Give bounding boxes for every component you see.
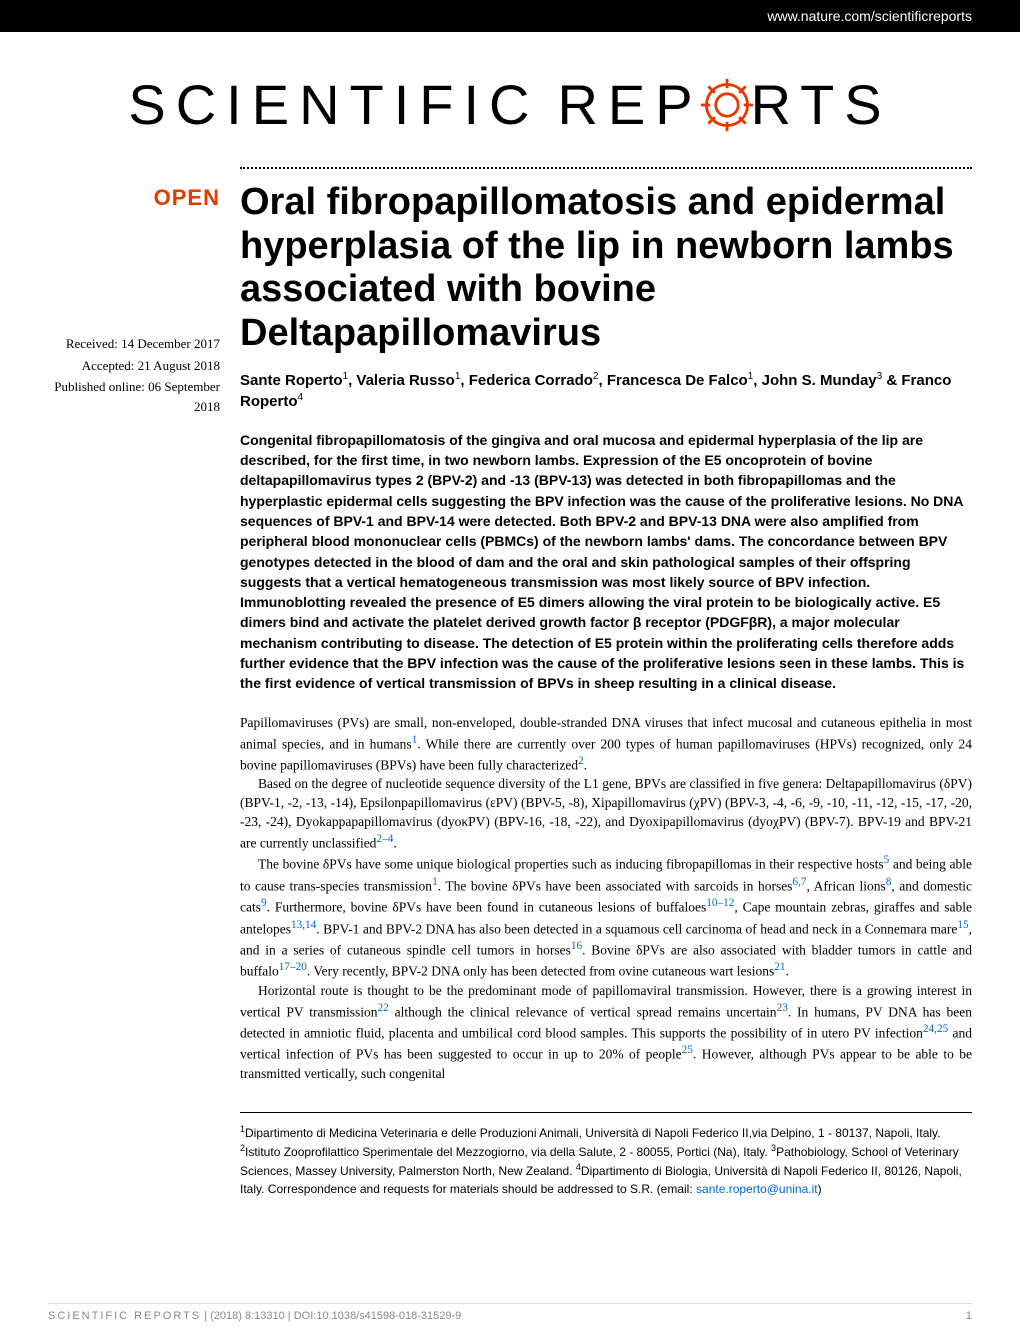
ref-link[interactable]: 10–12 [706,897,734,909]
ref-link[interactable]: 16 [571,940,582,952]
page-number: 1 [966,1310,972,1322]
logo-part3: RTS [751,72,892,137]
logo-part1: SCIENTIFIC [128,72,539,137]
ref-link[interactable]: 17–20 [279,961,307,973]
ref-link[interactable]: 25 [682,1044,693,1056]
journal-logo: SCIENTIFIC REP RTS [0,32,1020,167]
dotted-divider [240,167,972,169]
ref-link[interactable]: 23 [777,1002,788,1014]
gear-icon [699,77,755,133]
ref-link[interactable]: 22 [377,1002,388,1014]
open-access-badge: OPEN [48,181,220,214]
article-title: Oral fibropapillomatosis and epidermal h… [240,181,972,356]
published-date: Published online: 06 September 2018 [48,377,220,416]
logo-part2: REP [557,72,702,137]
ref-link[interactable]: 24,25 [923,1023,948,1035]
ref-link[interactable]: 15 [957,919,968,931]
page-footer: SCIENTIFIC REPORTS | (2018) 8:13310 | DO… [48,1303,972,1322]
received-date: Received: 14 December 2017 [48,334,220,354]
footer-citation: | (2018) 8:13310 | DOI:10.1038/s41598-01… [201,1310,461,1322]
ref-link[interactable]: 2 [578,755,584,767]
ref-link[interactable]: 21 [774,961,785,973]
body-text: Papillomaviruses (PVs) are small, non-en… [240,714,972,1084]
corresponding-email[interactable]: sante.roperto@unina.it [696,1182,818,1196]
accepted-date: Accepted: 21 August 2018 [48,356,220,376]
header-url[interactable]: www.nature.com/scientificreports [767,8,972,24]
main-article: Oral fibropapillomatosis and epidermal h… [240,181,972,1198]
footer-journal: SCIENTIFIC REPORTS [48,1310,201,1322]
ref-link[interactable]: 6,7 [792,876,806,888]
ref-link[interactable]: 13,14 [291,919,316,931]
ref-link[interactable]: 2–4 [376,833,393,845]
affiliations: 1Dipartimento di Medicina Veterinaria e … [240,1112,972,1199]
abstract: Congenital fibropapillomatosis of the gi… [240,430,972,694]
sidebar-meta: OPEN Received: 14 December 2017 Accepted… [48,181,220,1198]
header-bar: www.nature.com/scientificreports [0,0,1020,32]
author-list: Sante Roperto1, Valeria Russo1, Federica… [240,370,972,412]
